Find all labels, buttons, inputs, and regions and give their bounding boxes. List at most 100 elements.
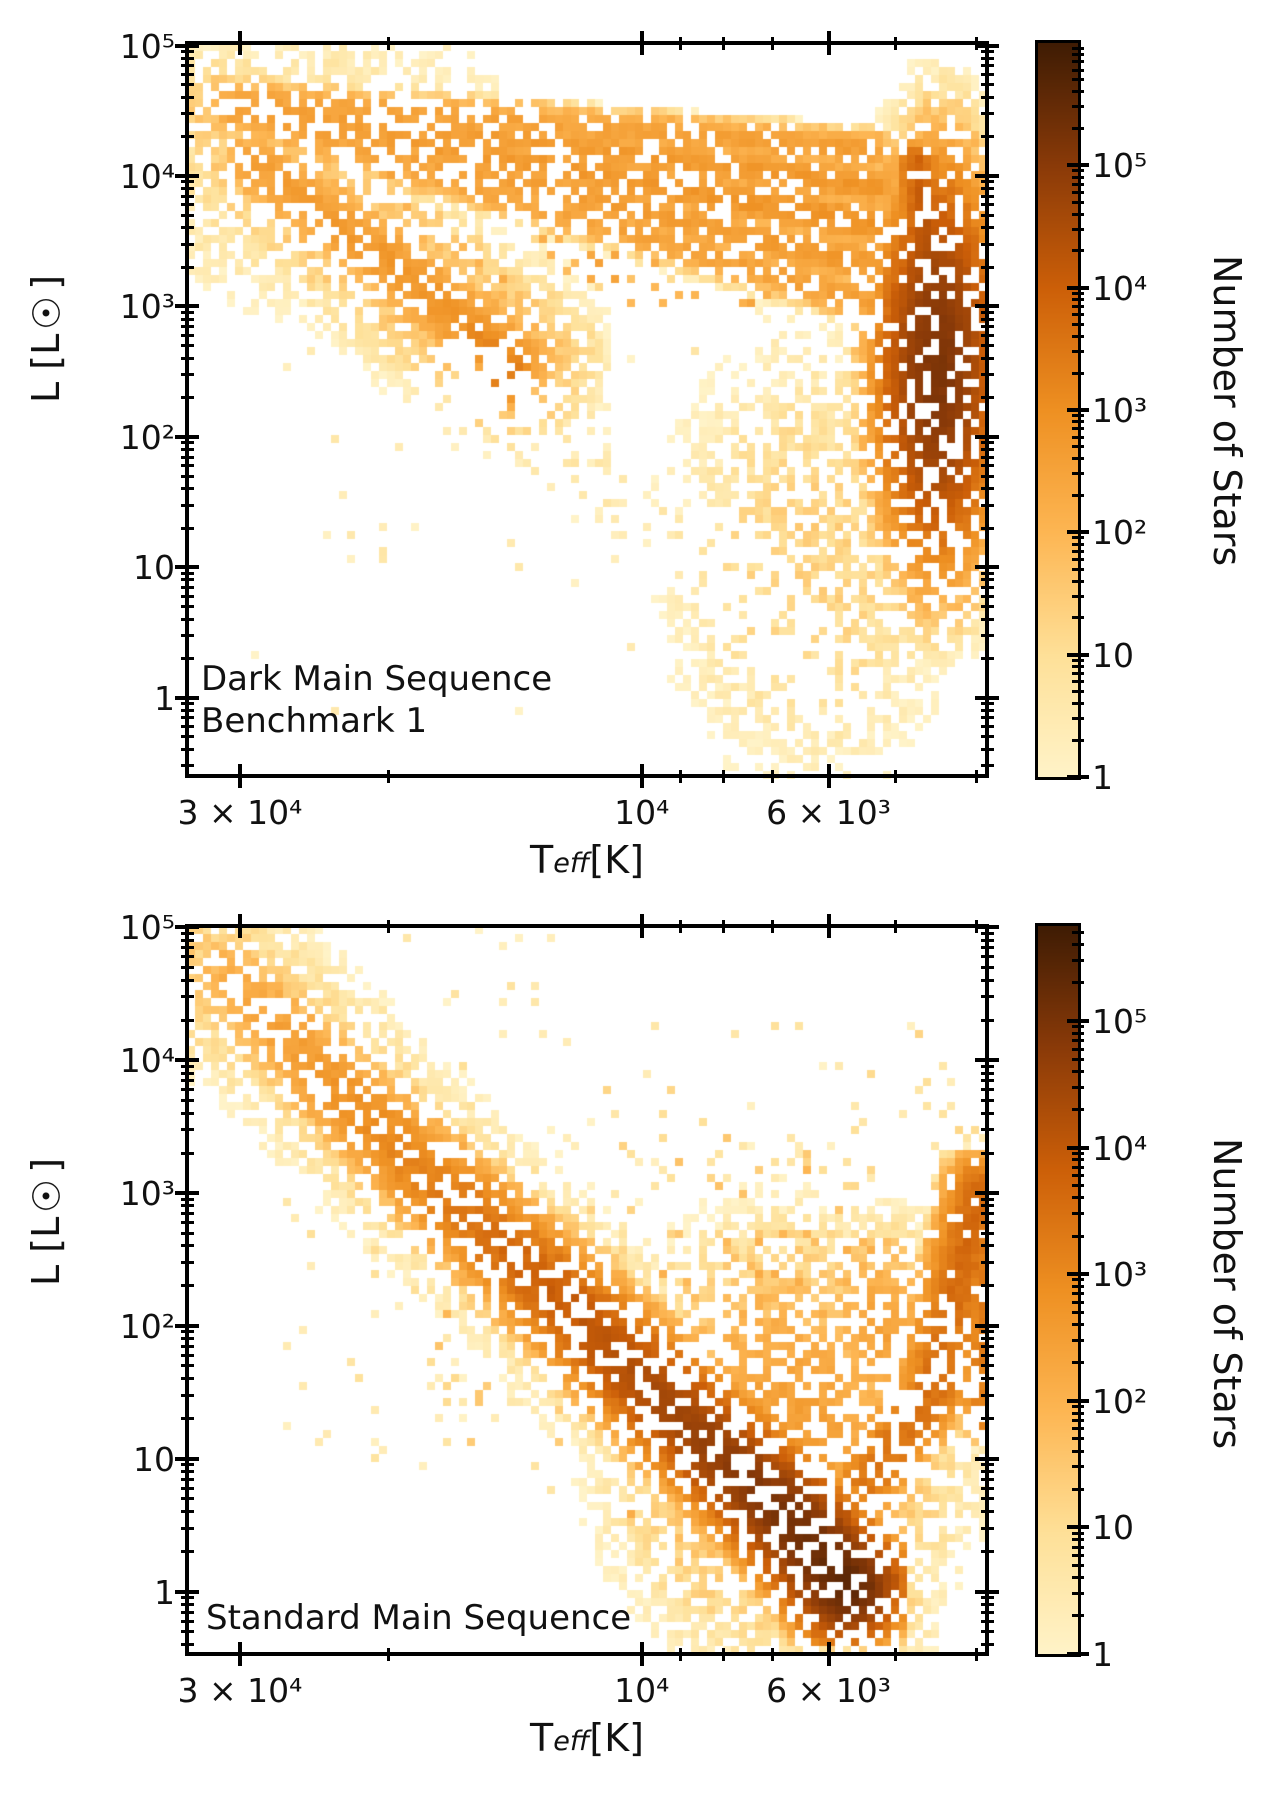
y-major-tick [975, 1191, 999, 1196]
y-minor-tick [980, 373, 994, 377]
y-minor-tick [980, 1477, 994, 1481]
y-minor-tick [180, 1064, 194, 1068]
colorbar-major-tick [1067, 1525, 1089, 1530]
y-minor-tick [980, 571, 994, 575]
y-major-tick [175, 565, 199, 570]
colorbar-minor-tick [1072, 594, 1084, 598]
colorbar-major-tick [1067, 285, 1089, 290]
colorbar-minor-tick [1072, 1025, 1084, 1029]
x-major-tick [639, 764, 644, 788]
y-minor-tick [980, 1642, 994, 1646]
y-minor-tick [180, 931, 194, 935]
y-minor-tick [180, 1079, 194, 1083]
y-minor-tick [980, 1337, 994, 1341]
y-minor-tick [980, 1619, 994, 1623]
colorbar-minor-tick [1072, 78, 1084, 82]
y-minor-tick [180, 1098, 194, 1102]
colorbar-minor-tick [1072, 658, 1084, 662]
y-minor-tick [180, 1377, 194, 1381]
y-major-tick [975, 304, 999, 309]
x-minor-tick [721, 769, 725, 783]
y-minor-tick [180, 1550, 194, 1554]
y-minor-tick [180, 1596, 194, 1600]
y-minor-tick [980, 1596, 994, 1600]
x-minor-tick [975, 1647, 979, 1661]
y-minor-tick [980, 1079, 994, 1083]
y-minor-tick [980, 73, 994, 77]
colorbar-minor-tick [1072, 371, 1084, 375]
y-minor-tick [980, 931, 994, 935]
y-minor-tick [980, 1417, 994, 1421]
y-major-tick [175, 1456, 199, 1461]
x-major-tick [639, 1642, 644, 1666]
colorbar-tick-label: 10³ [1092, 1255, 1148, 1295]
colorbar-minor-tick [1072, 1361, 1084, 1365]
y-minor-tick [980, 503, 994, 507]
colorbar-minor-tick [1072, 1234, 1084, 1238]
colorbar-major-tick [1067, 652, 1089, 657]
colorbar-minor-tick [1072, 1418, 1084, 1422]
y-minor-tick [180, 1204, 194, 1208]
x-minor-tick [386, 1647, 390, 1661]
y-minor-tick [980, 1260, 994, 1264]
colorbar-minor-tick [1072, 1487, 1084, 1491]
colorbar-minor-tick [1072, 427, 1084, 431]
heatmap-standard-main-sequence [187, 926, 987, 1654]
y-minor-tick [180, 242, 194, 246]
y-minor-tick [980, 333, 994, 337]
colorbar-minor-tick [1072, 1165, 1084, 1169]
y-minor-tick [180, 1088, 194, 1092]
x-tick-label: 3 × 10⁴ [177, 1671, 303, 1710]
y-minor-tick [980, 1377, 994, 1381]
colorbar-minor-tick [1072, 1158, 1084, 1162]
y-minor-tick [980, 965, 994, 969]
colorbar-minor-tick [1072, 472, 1084, 476]
colorbar-minor-tick [1072, 1411, 1084, 1415]
y-minor-tick [980, 1212, 994, 1216]
colorbar-minor-tick [1072, 567, 1084, 571]
colorbar-major-tick [1067, 1652, 1089, 1656]
y-minor-tick [180, 1619, 194, 1623]
y-minor-tick [980, 1510, 994, 1514]
y-minor-tick [980, 226, 994, 230]
x-minor-tick [893, 919, 897, 933]
y-minor-tick [980, 325, 994, 329]
y-minor-tick [180, 448, 194, 451]
colorbar-tick-label: 10² [1092, 1381, 1148, 1421]
y-minor-tick [180, 1128, 194, 1132]
colorbar-minor-tick [1072, 1278, 1084, 1282]
y-minor-tick [180, 594, 194, 598]
colorbar-minor-tick [1072, 1465, 1084, 1469]
y-minor-tick [180, 978, 194, 982]
y-minor-tick [980, 748, 994, 752]
colorbar-minor-tick [1072, 1553, 1084, 1557]
y-minor-tick [180, 1510, 194, 1514]
y-minor-tick [980, 1393, 994, 1397]
colorbar-minor-tick [1072, 445, 1084, 449]
colorbar-minor-tick [1072, 200, 1084, 204]
y-minor-tick [980, 1353, 994, 1357]
x-minor-tick [678, 1647, 682, 1661]
colorbar-tick-label: 10⁴ [1092, 268, 1148, 308]
colorbar-minor-tick [1072, 1531, 1084, 1535]
y-minor-tick [980, 1098, 994, 1102]
y-minor-tick [980, 526, 994, 530]
y-minor-tick [180, 73, 194, 77]
colorbar-tick-label: 10 [1092, 635, 1134, 675]
x-minor-tick [770, 919, 774, 933]
x-minor-tick [893, 769, 897, 783]
y-minor-tick [180, 1260, 194, 1264]
y-minor-tick [180, 187, 194, 191]
y-minor-tick [180, 64, 194, 68]
colorbar-label-top: Number of Stars [1205, 255, 1249, 567]
y-minor-tick [980, 180, 994, 184]
y-minor-tick [180, 1610, 194, 1614]
y-minor-tick [180, 585, 194, 589]
y-minor-tick [180, 1111, 194, 1115]
colorbar-minor-tick [1072, 1545, 1084, 1549]
y-minor-tick [980, 1497, 994, 1501]
xlabel-main: T [530, 838, 554, 882]
y-minor-tick [980, 1610, 994, 1614]
y-minor-tick [180, 317, 194, 321]
y-minor-tick [180, 56, 194, 60]
